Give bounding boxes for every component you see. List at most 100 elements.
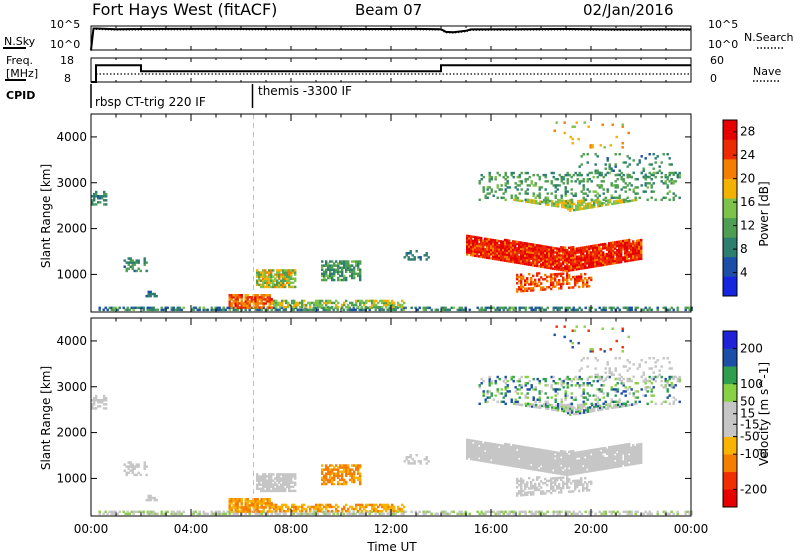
power-cell	[607, 203, 610, 206]
power-cell	[488, 306, 491, 310]
velocity-cell	[562, 466, 565, 470]
power-cell	[562, 266, 565, 270]
power-cell	[563, 199, 566, 203]
power-cell	[91, 201, 94, 204]
power-cell	[496, 184, 499, 187]
velocity-cell	[577, 406, 580, 409]
velocity-cell	[478, 384, 481, 387]
velocity-cell	[612, 447, 615, 450]
power-cell	[490, 178, 493, 181]
power-cell	[582, 252, 585, 256]
velocity-cell	[353, 478, 356, 482]
power-cell	[576, 268, 579, 271]
velocity-cell	[363, 507, 366, 511]
velocity-cell	[246, 498, 249, 501]
velocity-cell	[528, 448, 531, 452]
power-cell	[586, 251, 589, 255]
power-cell	[486, 237, 489, 241]
power-cell	[640, 251, 643, 254]
velocity-cell	[93, 403, 96, 406]
velocity-cell	[360, 512, 363, 516]
power-cell	[546, 286, 549, 289]
velocity-cell	[548, 454, 551, 457]
power-cell	[378, 308, 381, 312]
power-cell	[520, 249, 523, 253]
velocity-cell	[325, 505, 328, 509]
velocity-cell	[288, 475, 291, 478]
velocity-cell	[626, 512, 629, 516]
power-cell	[258, 296, 261, 299]
velocity-cell	[534, 484, 537, 488]
power-cell	[624, 253, 627, 257]
velocity-cell	[317, 509, 320, 513]
velocity-cell	[526, 396, 529, 399]
power-cell	[484, 239, 487, 243]
velocity-cell	[577, 410, 580, 413]
power-cell	[636, 254, 639, 257]
power-cell	[591, 203, 594, 207]
power-cell	[284, 273, 287, 276]
velocity-cell	[266, 498, 269, 501]
velocity-cell	[636, 453, 639, 457]
velocity-cell	[524, 464, 527, 468]
velocity-cell	[321, 482, 324, 486]
velocity-cell	[609, 404, 612, 408]
velocity-cell	[627, 404, 630, 407]
power-cell	[399, 305, 402, 309]
velocity-cell	[560, 478, 563, 482]
power-cell	[256, 298, 259, 301]
velocity-cell	[305, 509, 308, 513]
velocity-cell	[568, 480, 571, 483]
power-cell	[280, 275, 283, 278]
velocity-cell	[578, 481, 581, 484]
velocity-cell	[506, 443, 509, 446]
power-cell	[434, 308, 437, 312]
power-cell	[560, 274, 563, 278]
power-cell	[476, 246, 479, 250]
power-cell	[554, 190, 557, 193]
power-cell	[296, 308, 299, 312]
velocity-cell	[277, 507, 280, 511]
velocity-cell	[536, 476, 539, 479]
velocity-cell	[424, 510, 427, 514]
power-cell	[620, 246, 623, 249]
velocity-cell	[270, 481, 273, 484]
velocity-cell	[592, 379, 595, 383]
power-cell	[508, 243, 511, 247]
velocity-cell	[554, 451, 557, 454]
velocity-cell	[379, 503, 382, 507]
velocity-cell	[333, 478, 336, 482]
velocity-cell	[256, 502, 259, 505]
velocity-cell	[149, 494, 152, 498]
velocity-cell	[552, 471, 555, 474]
power-cell	[496, 196, 499, 200]
velocity-cell	[516, 492, 519, 495]
power-cell	[530, 261, 533, 265]
velocity-cell	[520, 464, 523, 467]
power-cell	[510, 171, 513, 175]
power-cell	[562, 262, 565, 266]
power-cell	[375, 305, 378, 309]
velocity-cell	[488, 452, 491, 455]
velocity-cell	[620, 462, 623, 466]
power-cell	[565, 204, 568, 207]
velocity-cell	[131, 471, 134, 475]
velocity-cell	[602, 449, 605, 452]
power-cell	[260, 271, 263, 274]
velocity-cell	[357, 476, 360, 480]
velocity-cell	[337, 482, 340, 486]
velocity-cell	[335, 474, 338, 478]
velocity-cell	[268, 473, 271, 476]
power-cell	[650, 186, 653, 189]
velocity-cell	[574, 384, 577, 387]
velocity-cell	[584, 464, 587, 467]
velocity-cell	[604, 510, 607, 514]
velocity-cell	[452, 510, 455, 514]
power-cell	[321, 260, 324, 263]
power-cell	[576, 277, 579, 281]
power-cell	[272, 285, 275, 289]
velocity-cell	[498, 450, 501, 453]
velocity-cell	[526, 460, 529, 464]
velocity-cell	[632, 394, 635, 397]
power-cell	[618, 196, 621, 200]
